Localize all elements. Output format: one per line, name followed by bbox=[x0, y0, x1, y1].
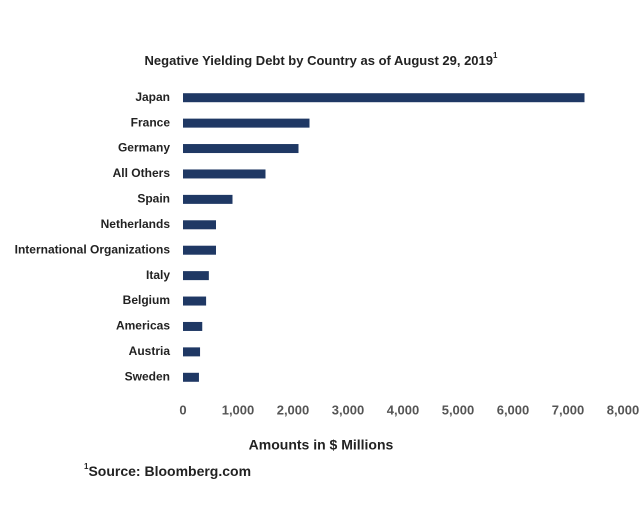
y-tick-label: Spain bbox=[137, 192, 170, 206]
x-tick-label: 6,000 bbox=[497, 402, 530, 417]
bar bbox=[183, 93, 585, 103]
source-text: Source: Bloomberg.com bbox=[88, 463, 251, 479]
y-tick-label: International Organizations bbox=[15, 242, 171, 256]
bar bbox=[183, 118, 310, 128]
y-tick-label: France bbox=[131, 115, 171, 129]
bar bbox=[183, 220, 216, 230]
bar bbox=[183, 372, 199, 382]
y-tick-label: Netherlands bbox=[101, 217, 171, 231]
y-tick-label: Americas bbox=[116, 319, 170, 333]
y-tick-label: Germany bbox=[118, 141, 170, 155]
y-tick-label: Japan bbox=[135, 90, 170, 104]
y-tick-label: Austria bbox=[129, 344, 171, 358]
bar bbox=[183, 296, 207, 306]
x-tick-label: 1,000 bbox=[222, 402, 255, 417]
source-note: 1 bbox=[84, 462, 89, 471]
x-tick-label: 8,000 bbox=[607, 402, 640, 417]
x-axis-title: Amounts in $ Millions bbox=[249, 437, 394, 453]
title-text: Negative Yielding Debt by Country as of … bbox=[145, 53, 493, 68]
bar bbox=[183, 347, 201, 357]
y-tick-label: All Others bbox=[113, 166, 171, 180]
x-tick-label: 2,000 bbox=[277, 402, 310, 417]
bar bbox=[183, 321, 203, 331]
bar bbox=[183, 169, 266, 179]
y-tick-label: Belgium bbox=[123, 293, 170, 307]
y-tick-label: Italy bbox=[146, 268, 170, 282]
x-tick-label: 5,000 bbox=[442, 402, 475, 417]
x-tick-label: 4,000 bbox=[387, 402, 420, 417]
source: 1Source: Bloomberg.com bbox=[84, 462, 251, 479]
chart-title: Negative Yielding Debt by Country as of … bbox=[145, 51, 498, 68]
title-note: 1 bbox=[493, 51, 498, 60]
x-tick-label: 0 bbox=[179, 402, 186, 417]
bar bbox=[183, 144, 299, 154]
bar bbox=[183, 245, 216, 255]
x-tick-label: 7,000 bbox=[552, 402, 585, 417]
x-tick-label: 3,000 bbox=[332, 402, 365, 417]
bar bbox=[183, 271, 209, 281]
y-tick-label: Sweden bbox=[125, 369, 170, 383]
bar bbox=[183, 194, 233, 204]
